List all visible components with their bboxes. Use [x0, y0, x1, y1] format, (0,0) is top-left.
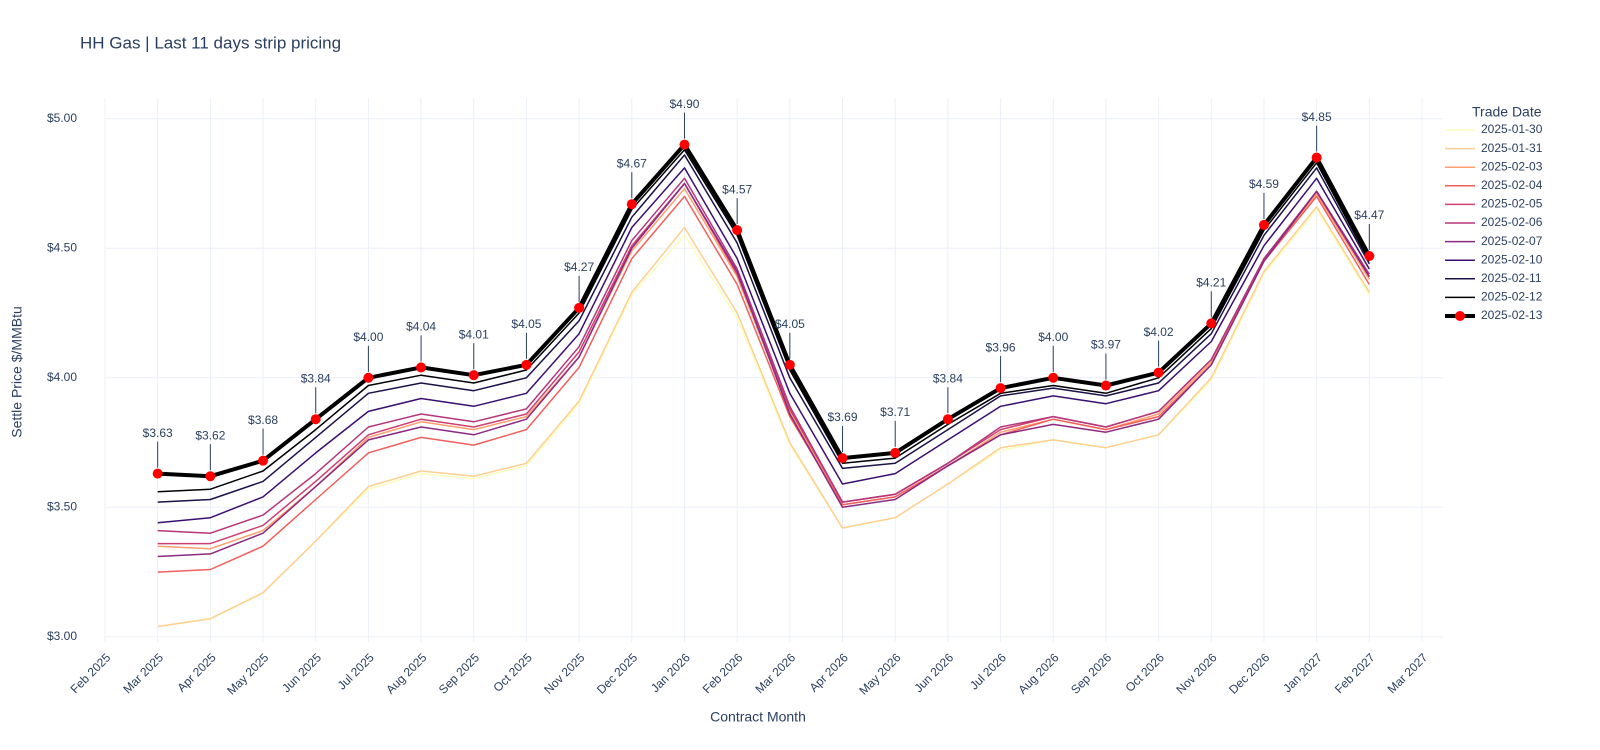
point-marker	[574, 302, 585, 313]
value-label: $4.00	[1038, 330, 1068, 344]
point-marker	[837, 453, 848, 464]
y-tick-label: $3.50	[47, 499, 77, 513]
legend-label: 2025-02-12	[1481, 290, 1543, 304]
value-label: $4.05	[775, 317, 805, 331]
point-marker	[1364, 251, 1375, 262]
point-marker	[152, 468, 163, 479]
value-label: $4.21	[1196, 276, 1226, 290]
point-marker	[416, 362, 427, 373]
y-axis-title: Settle Price $/MMBtu	[9, 306, 25, 438]
point-marker	[784, 359, 795, 370]
point-marker	[1206, 318, 1217, 329]
value-label: $4.90	[669, 97, 699, 111]
value-label: $3.62	[195, 428, 225, 442]
point-marker	[468, 370, 479, 381]
point-marker	[732, 225, 743, 236]
legend-label: 2025-02-06	[1481, 215, 1543, 229]
series-line	[157, 182, 1370, 558]
legend-label: 2025-01-31	[1481, 141, 1543, 155]
value-label: $3.69	[828, 410, 858, 424]
x-axis-title: Contract Month	[710, 709, 806, 725]
value-label: $3.71	[880, 405, 910, 419]
legend-label: 2025-02-07	[1481, 234, 1543, 248]
point-marker	[258, 455, 269, 466]
point-marker	[679, 139, 690, 150]
point-marker	[1048, 372, 1059, 383]
series-line	[157, 142, 1372, 479]
value-label: $3.68	[248, 413, 278, 427]
value-label: $3.84	[301, 371, 331, 385]
point-marker	[890, 447, 901, 458]
value-label: $4.85	[1302, 110, 1332, 124]
series-line	[157, 167, 1370, 524]
legend-label: 2025-02-03	[1481, 159, 1543, 173]
y-tick-label: $5.00	[47, 111, 77, 125]
series-line	[157, 177, 1370, 534]
point-marker	[363, 372, 374, 383]
legend-marker	[1455, 311, 1465, 321]
value-label: $4.05	[511, 317, 541, 331]
point-marker	[1153, 367, 1164, 378]
point-marker	[521, 359, 532, 370]
value-label: $3.84	[933, 371, 963, 385]
legend-title: Trade Date	[1472, 104, 1542, 120]
series-line	[157, 206, 1370, 628]
value-label: $4.47	[1354, 208, 1384, 222]
legend-label: 2025-02-13	[1481, 308, 1543, 322]
value-label: $3.96	[986, 340, 1016, 354]
value-label: $4.02	[1144, 325, 1174, 339]
legend-label: 2025-02-10	[1481, 252, 1543, 266]
value-label: $4.00	[353, 330, 383, 344]
value-label: $4.59	[1249, 177, 1279, 191]
point-marker	[1258, 219, 1269, 230]
chart-title: HH Gas | Last 11 days strip pricing	[80, 33, 341, 52]
legend-label: 2025-02-04	[1481, 178, 1543, 192]
value-label: $4.01	[459, 327, 489, 341]
legend-label: 2025-01-30	[1481, 122, 1543, 136]
y-tick-label: $4.50	[47, 240, 77, 254]
point-marker	[942, 414, 953, 425]
value-label: $4.67	[617, 156, 647, 170]
point-marker	[1100, 380, 1111, 391]
y-tick-label: $4.00	[47, 370, 77, 384]
point-marker	[1311, 152, 1322, 163]
y-tick-label: $3.00	[47, 629, 77, 643]
value-label: $4.27	[564, 260, 594, 274]
legend-label: 2025-02-05	[1481, 197, 1543, 211]
point-marker	[205, 471, 216, 482]
point-marker	[310, 414, 321, 425]
value-label: $3.97	[1091, 338, 1121, 352]
value-label: $4.04	[406, 320, 436, 334]
point-marker	[626, 199, 637, 210]
legend-label: 2025-02-11	[1481, 271, 1542, 285]
value-label: $4.57	[722, 182, 752, 196]
value-label: $3.63	[143, 426, 173, 440]
series-line	[157, 195, 1370, 573]
point-marker	[995, 383, 1006, 394]
series-line	[157, 154, 1370, 503]
